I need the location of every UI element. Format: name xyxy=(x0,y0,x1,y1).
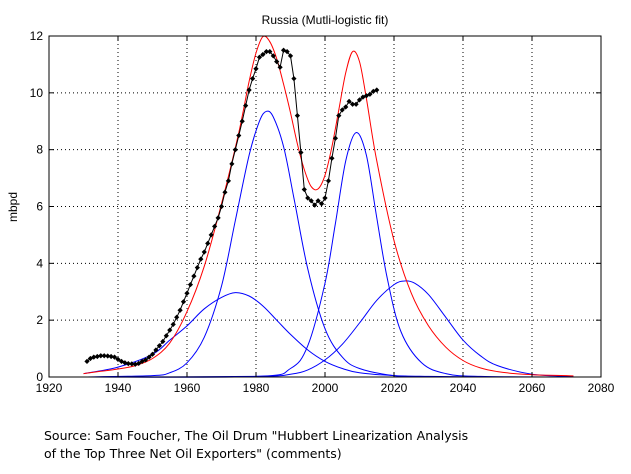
data-point xyxy=(218,203,225,210)
data-point xyxy=(146,354,152,360)
data-point xyxy=(305,195,311,201)
data-point xyxy=(332,135,339,141)
data-point xyxy=(322,195,328,201)
data-point xyxy=(198,256,204,262)
data-point xyxy=(222,189,228,195)
series-2-line xyxy=(83,110,574,378)
x-tick-label: 2020 xyxy=(381,381,408,395)
data-point xyxy=(336,112,342,119)
data-point xyxy=(170,321,176,328)
source-caption: Source: Sam Foucher, The Oil Drum "Hubbe… xyxy=(44,427,468,463)
x-tick-label: 2040 xyxy=(450,381,477,395)
ticks: 1920 1940 1960 1980 2000 2020 2040 2060 2080 0 2 4 6… xyxy=(30,29,615,395)
y-axis-label: mbpd xyxy=(6,192,20,222)
data-point xyxy=(201,249,207,255)
x-tick-label: 1920 xyxy=(36,381,63,395)
data-point xyxy=(115,356,121,363)
data-point xyxy=(211,223,218,230)
data-point xyxy=(160,338,166,345)
data-point xyxy=(84,358,90,365)
x-tick-label: 2080 xyxy=(588,381,615,395)
data-point xyxy=(370,88,376,95)
chart-title: Russia (Mutli-logistic fit) xyxy=(262,13,389,27)
data-point xyxy=(318,201,325,207)
data-point xyxy=(256,54,263,60)
data-point xyxy=(156,343,163,349)
series-4-line xyxy=(83,280,574,378)
data-point xyxy=(249,75,256,82)
data-point xyxy=(301,186,307,193)
data-point xyxy=(239,118,245,124)
y-tick-label: 10 xyxy=(30,86,44,100)
data-point xyxy=(184,290,190,296)
data-point xyxy=(253,66,259,72)
data-point xyxy=(360,94,366,100)
data-point xyxy=(298,149,304,156)
data-point xyxy=(315,198,321,204)
data-point xyxy=(136,360,142,367)
data-point xyxy=(284,48,290,55)
source-line-2: of the Top Three Net Oil Exporters" (com… xyxy=(44,446,342,461)
data-point xyxy=(291,75,297,82)
data-point xyxy=(325,178,332,184)
data-point xyxy=(260,51,266,58)
data-point xyxy=(208,232,214,238)
data-point xyxy=(343,104,349,110)
data-point xyxy=(194,264,200,271)
source-line-1: Source: Sam Foucher, The Oil Drum "Hubbe… xyxy=(44,428,469,443)
data-point xyxy=(294,112,301,119)
data-point xyxy=(308,198,314,204)
data-point xyxy=(191,273,197,279)
data-point xyxy=(163,333,169,339)
data-point xyxy=(363,93,370,99)
y-tick-label: 8 xyxy=(36,143,43,157)
data-point xyxy=(356,97,363,103)
data-point xyxy=(139,358,145,365)
data-point xyxy=(243,102,249,109)
data-point xyxy=(267,48,273,55)
data-point xyxy=(229,161,235,167)
data-point xyxy=(287,53,294,59)
x-tick-label: 2000 xyxy=(312,381,339,395)
grid xyxy=(49,36,601,377)
data-point xyxy=(142,357,149,363)
data-point xyxy=(232,147,238,153)
y-tick-label: 4 xyxy=(36,256,43,270)
data-point xyxy=(149,351,156,357)
data-point xyxy=(174,314,180,320)
data-point xyxy=(346,98,352,105)
data-point xyxy=(187,281,194,288)
data-point xyxy=(353,101,359,107)
data-point xyxy=(367,91,373,97)
data-point xyxy=(312,202,318,208)
data-point xyxy=(277,64,283,70)
data-point xyxy=(339,107,345,113)
data-point xyxy=(205,240,211,247)
data-point xyxy=(167,327,173,333)
data-point xyxy=(329,155,335,161)
x-tick-label: 1940 xyxy=(105,381,132,395)
data-point xyxy=(280,47,287,53)
x-tick-label: 2060 xyxy=(519,381,546,395)
data-point xyxy=(274,58,280,65)
series-0-line xyxy=(83,35,574,377)
x-tick-label: 1960 xyxy=(174,381,201,395)
y-tick-label: 2 xyxy=(36,313,43,327)
y-tick-label: 0 xyxy=(36,370,43,384)
data-point xyxy=(270,53,276,59)
data-point xyxy=(111,354,118,360)
data-point xyxy=(177,307,183,313)
data-point xyxy=(374,87,380,93)
data-point xyxy=(246,87,252,93)
y-tick-label: 12 xyxy=(30,29,44,43)
data-point xyxy=(153,347,159,353)
data-point xyxy=(180,299,187,305)
series-3-line xyxy=(83,132,574,378)
data-point xyxy=(215,215,221,221)
data-point xyxy=(236,132,242,139)
y-tick-label: 6 xyxy=(36,200,43,214)
x-tick-label: 1980 xyxy=(243,381,270,395)
data-point xyxy=(225,178,232,184)
